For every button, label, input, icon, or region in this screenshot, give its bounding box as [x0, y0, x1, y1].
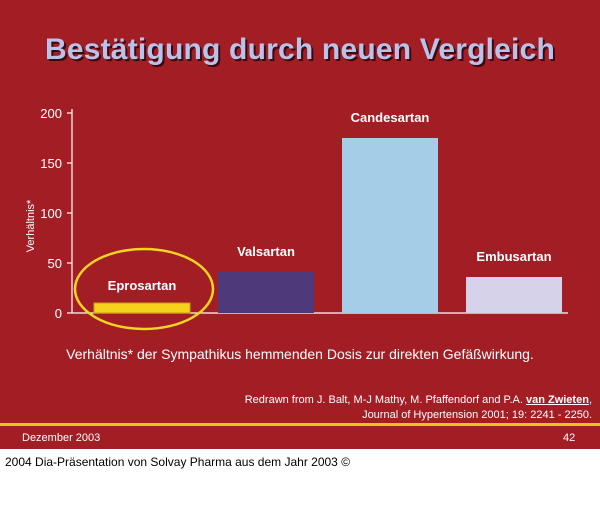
slide-title: Bestätigung durch neuen Vergleich [44, 33, 556, 66]
footer-page-number: 42 [563, 432, 576, 444]
y-axis-label: Verhältnis* [25, 199, 37, 252]
citation-suffix: , [588, 394, 592, 406]
bar-candesartan [342, 138, 438, 313]
slide: Bestätigung durch neuen Vergleich 0 50 100… [0, 0, 600, 449]
highlight-ellipse [73, 247, 215, 331]
bar-valsartan [218, 272, 314, 313]
y-tick-label-150: 150 [40, 156, 62, 171]
footer-divider [0, 423, 600, 426]
bar-eprosartan [94, 303, 190, 313]
citation: Redrawn from J. Balt, M-J Mathy, M. Pfaf… [245, 393, 592, 423]
bar-embusartan [466, 277, 562, 313]
citation-author: van Zwieten [525, 394, 589, 406]
chart-labels: Eprosartan Valsartan Candesartan Embusartan [108, 110, 552, 293]
bar-outline-eprosartan [93, 302, 191, 314]
bar-chart: 0 50 100 150 200 Verhältnis* Eprosartan Valsar… [25, 106, 568, 331]
citation-prefix: Redrawn from J. Balt, M-J Mathy, M. Pfaf… [244, 394, 526, 406]
citation-line-2: Journal of Hypertension 2001; 19: 2241 -… [362, 409, 592, 421]
y-tick-label-0: 0 [55, 306, 62, 321]
copyright-note: 2004 Dia-Präsentation von Solvay Pharma … [5, 455, 351, 469]
bar-label-eprosartan: Eprosartan [108, 278, 177, 293]
bar-label-candesartan: Candesartan [351, 110, 430, 125]
y-tick-label-100: 100 [40, 206, 62, 221]
y-tick-label-50: 50 [48, 256, 62, 271]
y-tick-label-200: 200 [40, 106, 62, 121]
citation-line-1: Redrawn from J. Balt, M-J Mathy, M. Pfaf… [245, 393, 592, 408]
chart-caption: Verhältnis* der Sympathikus hemmenden Do… [66, 346, 534, 362]
chart-axes: 0 50 100 150 200 Verhältnis* [25, 106, 568, 321]
chart-bars [73, 138, 562, 331]
bar-label-embusartan: Embusartan [476, 249, 551, 264]
footer-date: Dezember 2003 [22, 432, 101, 444]
bar-label-valsartan: Valsartan [237, 244, 295, 259]
